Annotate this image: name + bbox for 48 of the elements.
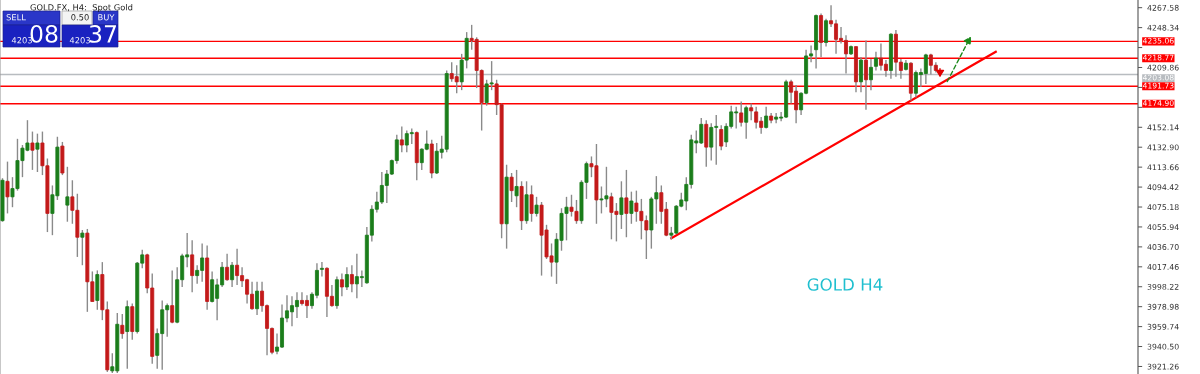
candlestick bbox=[624, 169, 629, 238]
candlestick bbox=[35, 132, 40, 173]
candlestick bbox=[719, 124, 724, 151]
annotation: 0.50 bbox=[71, 14, 89, 21]
candlestick bbox=[344, 266, 349, 291]
candlestick bbox=[824, 17, 829, 48]
candlestick bbox=[704, 119, 709, 168]
candlestick bbox=[225, 253, 230, 282]
candlestick bbox=[629, 190, 634, 225]
annotation: 08 bbox=[30, 24, 58, 43]
candlestick bbox=[739, 100, 744, 128]
candlestick bbox=[339, 272, 344, 297]
annotation: BUY bbox=[98, 14, 115, 21]
candlestick bbox=[210, 270, 215, 304]
candlestick bbox=[864, 39, 868, 111]
candlestick bbox=[619, 180, 624, 230]
candlestick bbox=[230, 261, 235, 288]
candlestick bbox=[509, 172, 514, 203]
candlestick bbox=[120, 313, 125, 340]
candlestick bbox=[319, 261, 324, 278]
annotation: 4203 bbox=[11, 37, 32, 44]
candlestick bbox=[744, 104, 749, 140]
candlestick bbox=[873, 51, 878, 72]
candlestick bbox=[529, 184, 534, 223]
candlestick bbox=[255, 281, 260, 316]
candlestick bbox=[30, 130, 35, 171]
annotation: SELL bbox=[6, 14, 26, 21]
candlestick bbox=[190, 239, 195, 293]
candlestick bbox=[235, 247, 240, 286]
annotation: GOLD H4 bbox=[807, 278, 883, 291]
candlestick bbox=[399, 125, 404, 153]
candlestick bbox=[80, 229, 85, 266]
candlestick bbox=[65, 166, 70, 223]
candlestick bbox=[869, 58, 873, 91]
candlestick bbox=[5, 160, 10, 215]
candlestick bbox=[534, 196, 539, 218]
annotation: 4203 bbox=[69, 37, 90, 44]
candlestick bbox=[304, 294, 309, 319]
candlestick bbox=[749, 102, 754, 121]
chart-title: GOLD.FX, H4: Spot Gold bbox=[30, 4, 133, 13]
candlestick bbox=[514, 169, 519, 208]
annotation: 37 bbox=[89, 24, 116, 43]
candlestick bbox=[859, 56, 863, 93]
candlestick bbox=[923, 53, 928, 85]
candlestick bbox=[170, 269, 175, 324]
candlestick bbox=[709, 122, 714, 162]
candlestick bbox=[349, 264, 354, 293]
candlestick bbox=[454, 64, 459, 94]
